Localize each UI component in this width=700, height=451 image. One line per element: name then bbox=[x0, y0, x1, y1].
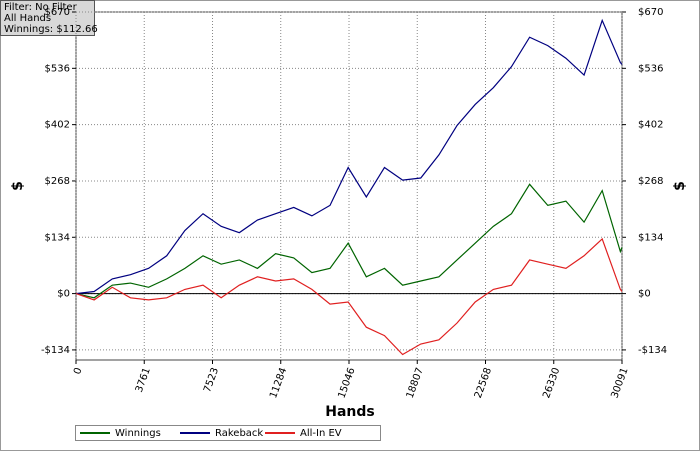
x-axis-label: Hands bbox=[325, 404, 375, 420]
y-tick-label: $536 bbox=[45, 63, 70, 74]
y2-tick-label: $268 bbox=[638, 176, 663, 187]
legend bbox=[75, 425, 381, 441]
y-tick-label: $0 bbox=[57, 289, 70, 300]
y-axis-label: $ bbox=[10, 181, 26, 191]
filter-box bbox=[0, 0, 95, 36]
legend-label: Winnings bbox=[115, 428, 161, 439]
x-tick-label: 0 bbox=[72, 366, 85, 376]
line-series bbox=[75, 18, 623, 295]
y2-axis-label: $ bbox=[672, 181, 688, 191]
y-tick-label: -$134 bbox=[41, 345, 70, 356]
y2-tick-label: $402 bbox=[638, 120, 663, 131]
y-tick-label: $402 bbox=[45, 120, 70, 131]
filter-text: Winnings: $112.66 bbox=[4, 24, 98, 35]
legend-label: All-In EV bbox=[300, 428, 342, 439]
y-tick-label: $670 bbox=[45, 7, 70, 18]
filter-text: All Hands bbox=[4, 13, 51, 24]
line-series bbox=[75, 183, 623, 299]
legend-label: Rakeback bbox=[215, 428, 263, 439]
y-tick-label: $268 bbox=[45, 176, 70, 187]
y2-tick-label: $134 bbox=[638, 232, 663, 243]
filter-text: Filter: No Filter bbox=[4, 2, 78, 13]
y2-tick-label: $670 bbox=[638, 7, 663, 18]
y2-tick-label: $0 bbox=[638, 289, 651, 300]
y2-tick-label: $536 bbox=[638, 63, 663, 74]
y-tick-label: $134 bbox=[45, 232, 70, 243]
line-series bbox=[75, 237, 623, 356]
y2-tick-label: -$134 bbox=[638, 345, 667, 356]
